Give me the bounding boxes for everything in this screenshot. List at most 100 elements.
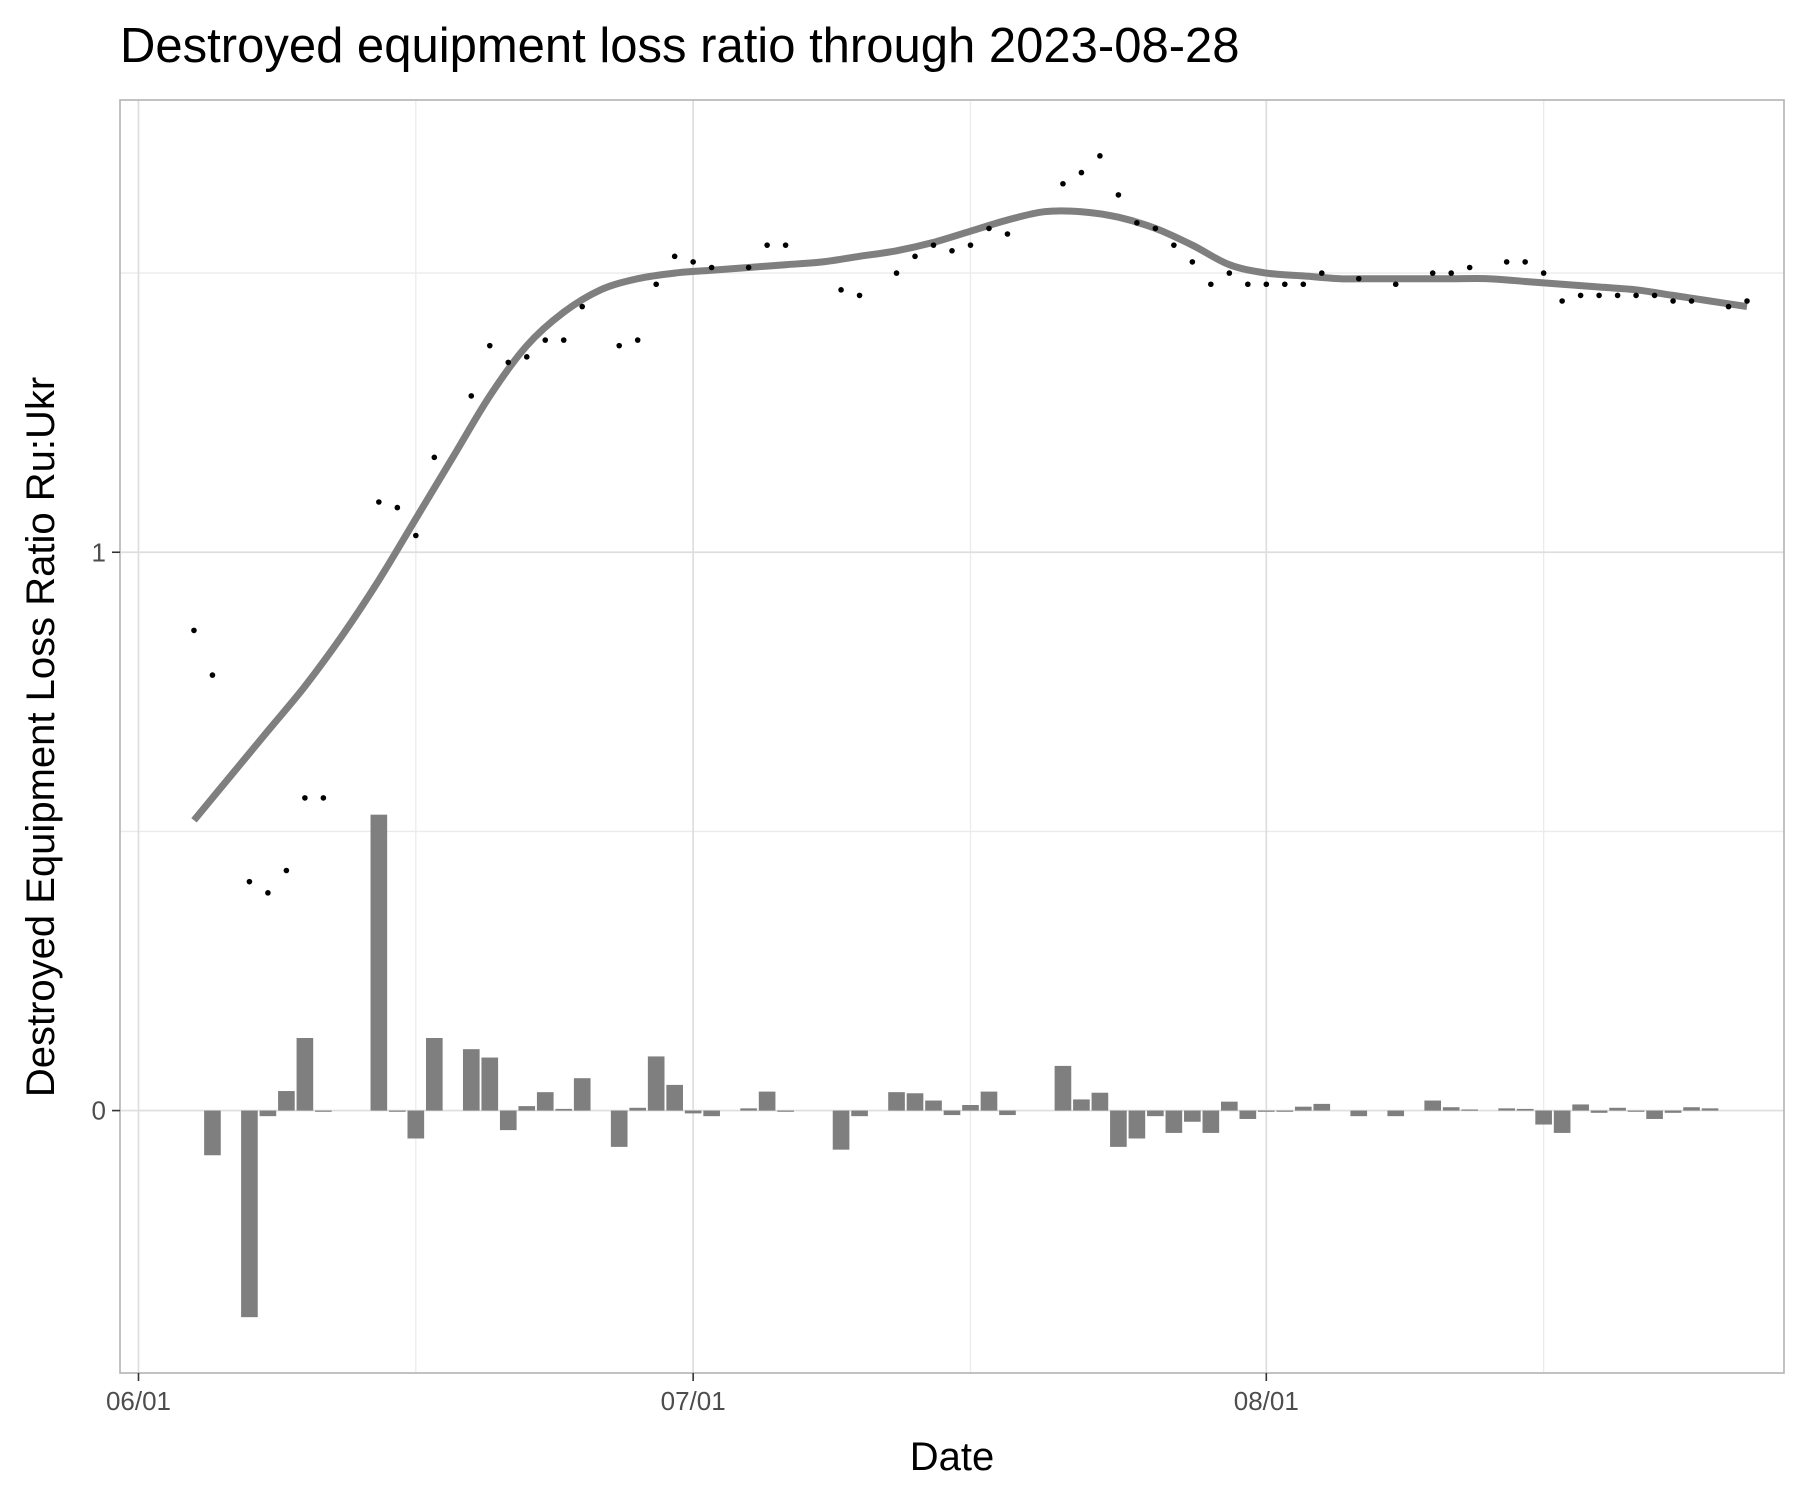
bar [1664, 1110, 1682, 1113]
bar [1054, 1065, 1072, 1111]
data-point [394, 504, 401, 511]
data-point [1152, 225, 1159, 232]
data-point [413, 532, 419, 539]
bar [1609, 1107, 1626, 1111]
data-point [431, 454, 438, 461]
data-point [1189, 259, 1196, 265]
bar [1257, 1110, 1275, 1112]
bar [962, 1105, 979, 1111]
data-point [1670, 298, 1676, 304]
data-point [1614, 292, 1621, 299]
bar [610, 1110, 628, 1147]
bar [684, 1110, 702, 1114]
bar [1553, 1110, 1571, 1133]
data-point [209, 672, 216, 678]
bar [1091, 1092, 1109, 1111]
data-point [560, 337, 567, 343]
data-point [986, 225, 992, 232]
data-point [1318, 270, 1325, 276]
data-point [1355, 275, 1362, 282]
data-point [764, 242, 770, 248]
bar [1313, 1103, 1331, 1111]
x-tick-label: 07/01 [661, 1386, 726, 1416]
y-tick-label: 0 [92, 1096, 106, 1126]
data-point [265, 890, 271, 896]
data-point [1559, 298, 1565, 304]
bar [629, 1107, 647, 1111]
bar [407, 1110, 425, 1139]
data-point [1633, 292, 1639, 299]
data-point [1208, 281, 1214, 288]
bar [925, 1100, 942, 1111]
bar [1590, 1110, 1608, 1113]
data-point [1522, 259, 1528, 265]
data-point [283, 867, 290, 874]
bar-series [204, 814, 1719, 1318]
data-point [1503, 259, 1510, 265]
bar [1646, 1110, 1663, 1119]
data-point [1392, 281, 1399, 288]
bar [888, 1092, 905, 1111]
data-point [949, 247, 955, 254]
bar [1165, 1110, 1183, 1133]
data-point [653, 281, 659, 288]
smooth-line-series [191, 207, 1748, 823]
data-point [1004, 231, 1011, 237]
data-point [1466, 264, 1473, 271]
bar [296, 1038, 314, 1111]
plot-panel-border [119, 99, 1785, 1374]
data-point [1263, 281, 1270, 288]
bar [1350, 1110, 1368, 1117]
bar [315, 1110, 332, 1112]
bar [499, 1110, 517, 1131]
bar [1701, 1108, 1719, 1111]
bar [906, 1093, 924, 1111]
y-tick-label: 1 [92, 537, 106, 567]
bar [425, 1038, 443, 1111]
data-point [1300, 281, 1307, 288]
bar [1239, 1110, 1257, 1119]
data-point [1688, 298, 1695, 304]
bar [666, 1084, 683, 1111]
bar [555, 1108, 573, 1111]
point-series [191, 153, 1750, 896]
bar [462, 1049, 480, 1111]
bar [1572, 1104, 1589, 1111]
data-point [1171, 242, 1177, 248]
axes: 0 1 06/01 07/01 08/01 [92, 537, 1299, 1416]
data-point [486, 342, 493, 349]
bar [1073, 1099, 1090, 1111]
bar [389, 1110, 406, 1112]
data-point [1577, 292, 1584, 299]
data-point [782, 242, 789, 248]
bar [1516, 1108, 1534, 1111]
data-point [1060, 180, 1066, 187]
data-point [1078, 169, 1085, 176]
bar [370, 814, 388, 1111]
data-point [376, 499, 382, 505]
bar [1627, 1110, 1645, 1112]
data-point [523, 354, 530, 360]
data-point [246, 878, 253, 885]
bar [647, 1056, 665, 1111]
bar [851, 1110, 868, 1117]
data-point [1429, 270, 1436, 276]
bar [1221, 1101, 1238, 1111]
data-point [1725, 303, 1732, 310]
bar [1461, 1109, 1479, 1111]
data-point [838, 287, 844, 293]
bar [740, 1108, 757, 1111]
data-point [912, 253, 918, 260]
data-point [671, 253, 678, 260]
bar [1442, 1107, 1460, 1111]
data-point [893, 270, 900, 276]
bar [241, 1110, 258, 1318]
bar [259, 1110, 277, 1117]
data-point [1651, 292, 1658, 299]
bar [1128, 1110, 1146, 1139]
bar [1498, 1108, 1515, 1111]
bar [1276, 1110, 1294, 1112]
data-point [1097, 153, 1103, 159]
bar [1294, 1106, 1312, 1111]
bar [1147, 1110, 1164, 1117]
